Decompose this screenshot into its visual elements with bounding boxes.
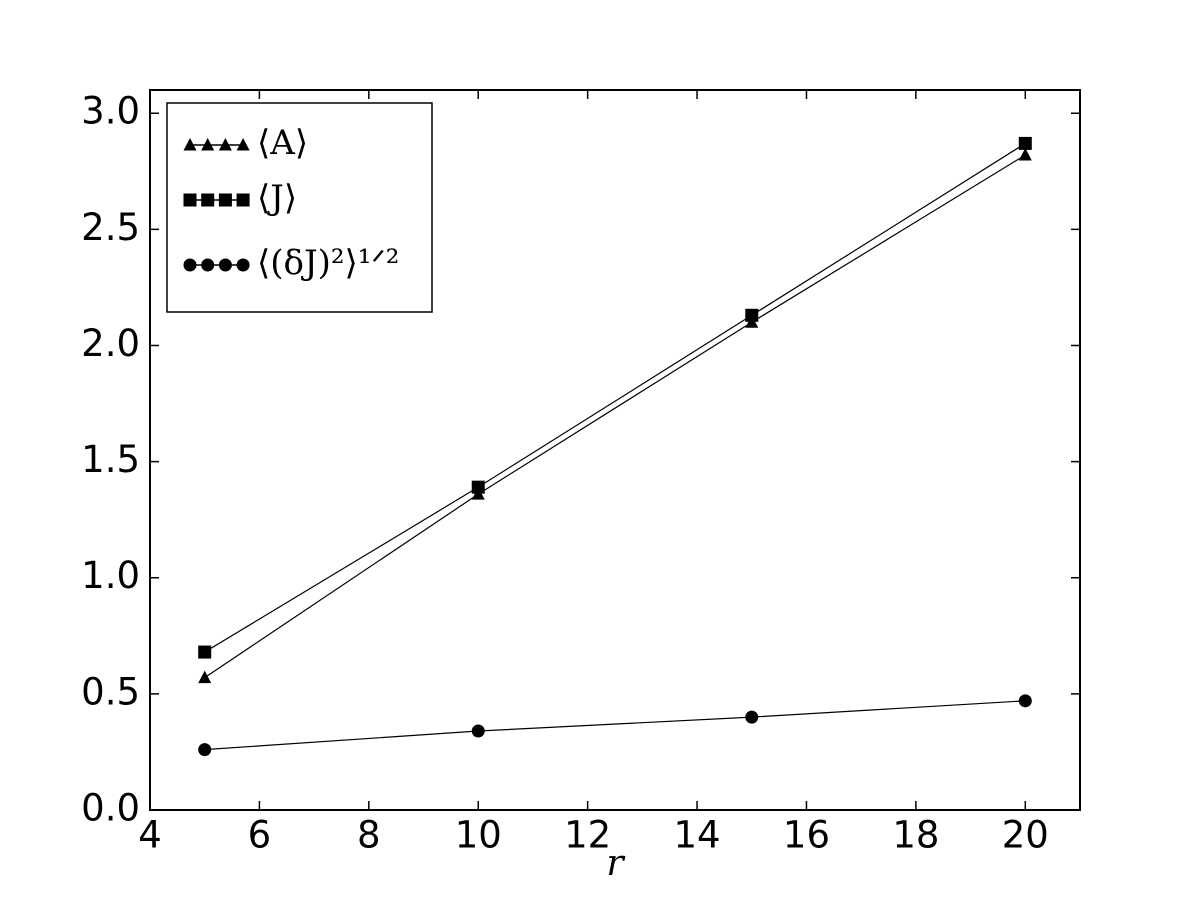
x-tick-label: 8: [357, 814, 381, 857]
marker: [218, 258, 232, 272]
legend-label: ⟨J⟩: [257, 178, 297, 218]
marker: [1018, 148, 1032, 161]
legend-label: ⟨(δJ)²⟩¹ᐟ²: [257, 243, 399, 283]
marker: [1018, 694, 1032, 708]
marker: [236, 193, 250, 207]
y-tick-label: 0.0: [81, 787, 140, 830]
marker: [1018, 136, 1032, 150]
legend-item: ⟨A⟩: [183, 123, 308, 163]
marker: [745, 710, 759, 724]
marker: [218, 138, 232, 151]
x-tick-label: 10: [455, 814, 502, 857]
legend-frame: [166, 102, 433, 313]
legend-item: ⟨J⟩: [183, 178, 297, 218]
legend-label: ⟨A⟩: [257, 123, 308, 163]
y-tick-label: 3.0: [81, 90, 140, 133]
marker: [183, 258, 197, 272]
series-line: [204, 700, 1026, 751]
x-tick-label: 12: [564, 814, 611, 857]
legend: ⟨A⟩ ⟨J⟩ ⟨(δJ)²⟩¹ᐟ²: [166, 102, 433, 313]
x-tick-label: 4: [138, 814, 162, 857]
x-axis-label: r: [606, 843, 625, 884]
marker: [218, 193, 232, 207]
x-tick-label: 20: [1002, 814, 1049, 857]
x-tick-label: 6: [248, 814, 272, 857]
y-tick-label: 0.5: [81, 670, 140, 713]
plot-frame: [149, 89, 1081, 811]
series-line: [204, 154, 1026, 679]
x-tick-label: 16: [783, 814, 830, 857]
marker: [183, 138, 197, 151]
y-tick-label: 1.0: [81, 554, 140, 597]
marker: [471, 480, 485, 494]
marker: [201, 258, 215, 272]
marker: [745, 308, 759, 322]
x-tick-label: 14: [674, 814, 721, 857]
marker: [201, 193, 215, 207]
legend-item: ⟨(δJ)²⟩¹ᐟ²: [183, 243, 399, 283]
marker: [236, 138, 250, 151]
y-tick-label: 2.0: [81, 322, 140, 365]
marker: [198, 670, 212, 684]
series-line: [204, 142, 1026, 653]
marker: [236, 258, 250, 272]
marker: [183, 193, 197, 207]
marker: [471, 724, 485, 738]
marker: [201, 138, 215, 151]
marker: [198, 645, 212, 659]
y-tick-label: 2.5: [81, 206, 140, 249]
y-tick-label: 1.5: [81, 438, 140, 481]
x-tick-label: 18: [892, 814, 939, 857]
marker: [198, 743, 212, 757]
